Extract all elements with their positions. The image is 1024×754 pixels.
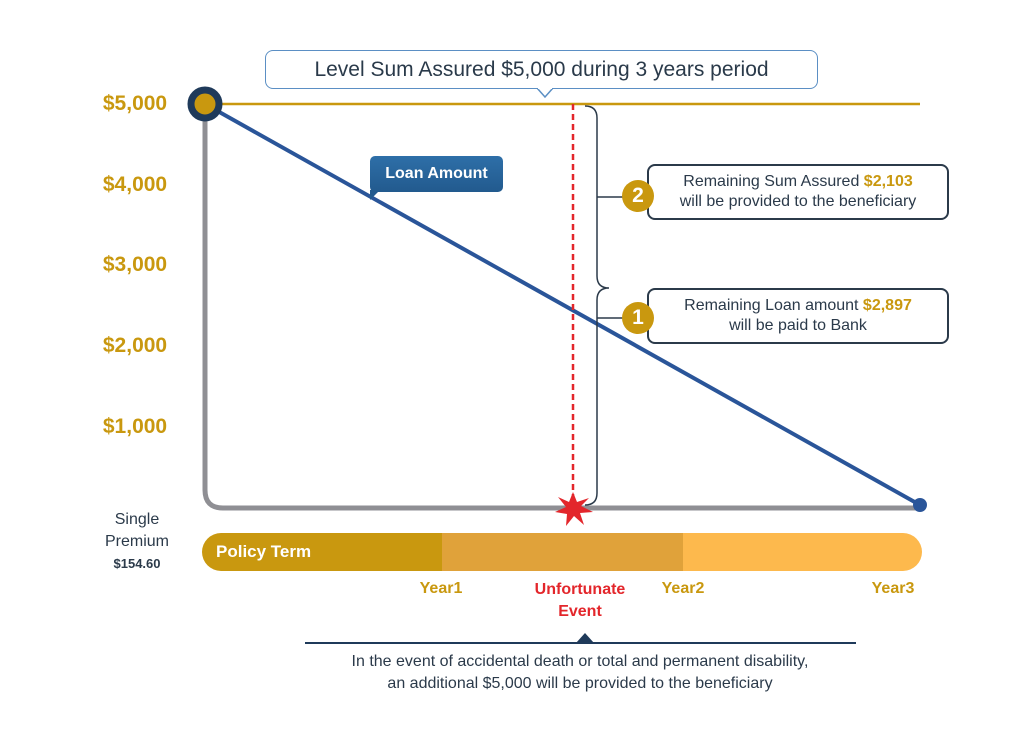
- callout-text: Remaining Loan amount: [684, 297, 863, 314]
- tick-year1: Year1: [419, 580, 463, 597]
- event-label-1: Unfortunate: [534, 581, 626, 598]
- y-label-4000: $4,000: [102, 173, 168, 196]
- term-segment-year1: [202, 533, 442, 571]
- tick-year3: Year3: [871, 580, 915, 597]
- premium-amount: $154.60: [113, 556, 161, 571]
- callout-text: Remaining Sum Assured: [683, 173, 864, 190]
- loan-amount-line: [204, 102, 921, 507]
- callout-amount: $2,103: [863, 173, 913, 190]
- tick-event: Unfortunate Event: [510, 579, 650, 623]
- term-segment-year2: [442, 533, 683, 571]
- number-badge-1: 1: [622, 302, 654, 334]
- event-burst-icon: [555, 492, 593, 526]
- axis-lines: [202, 104, 920, 511]
- tick-year2: Year2: [661, 580, 705, 597]
- term-segment-year3: [683, 533, 922, 571]
- loan-tag-pointer: [370, 190, 380, 200]
- y-label-2000: $2,000: [102, 334, 168, 357]
- callout-loan: Remaining Loan amount $2,897 will be pai…: [647, 288, 949, 344]
- event-label-2: Event: [558, 603, 602, 620]
- loan-amount-tag: Loan Amount: [370, 156, 503, 192]
- note-pointer: [576, 633, 594, 643]
- note-line-2: an additional $5,000 will be provided to…: [387, 675, 773, 692]
- policy-term-label: Policy Term: [216, 542, 312, 561]
- brace: [584, 105, 610, 506]
- title-pointer: [535, 87, 555, 99]
- y-label-1000: $1,000: [102, 415, 168, 438]
- callout-amount: $2,897: [862, 297, 912, 314]
- callout-text: will be paid to Bank: [729, 317, 867, 334]
- end-point: [913, 498, 927, 512]
- y-label-5000: $5,000: [102, 92, 168, 115]
- y-label-3000: $3,000: [102, 253, 168, 276]
- number-badge-2: 2: [622, 180, 654, 212]
- premium-label-2: Premium: [104, 533, 169, 550]
- title-box: Level Sum Assured $5,000 during 3 years …: [265, 50, 818, 89]
- start-point: [187, 86, 223, 122]
- policy-term-bar: [202, 533, 922, 571]
- callout-sum-assured: Remaining Sum Assured $2,103 will be pro…: [647, 164, 949, 220]
- note-line-1: In the event of accidental death or tota…: [351, 653, 809, 670]
- premium-label-1: Single: [114, 511, 160, 528]
- callout-text: will be provided to the beneficiary: [679, 193, 917, 210]
